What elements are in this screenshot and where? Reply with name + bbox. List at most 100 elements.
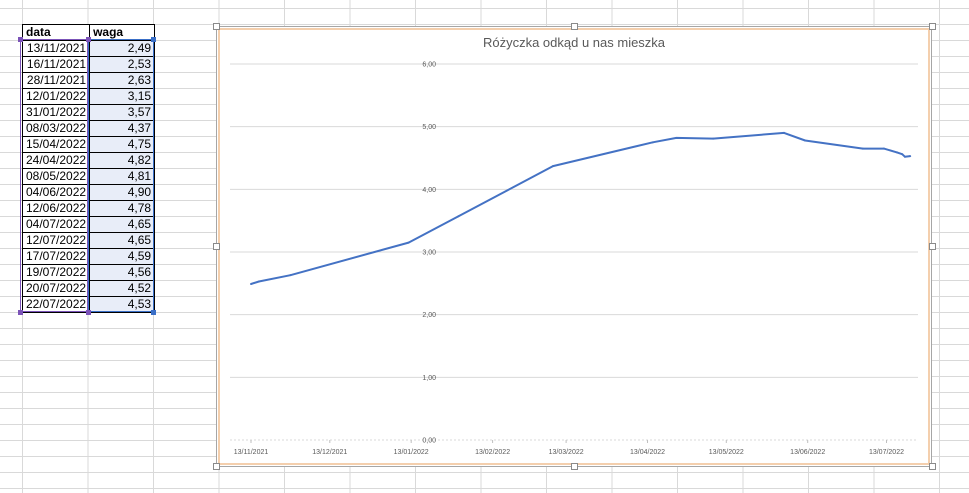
- series-line[interactable]: [250, 131, 911, 285]
- table-row: 04/06/2022 4,90: [21, 184, 156, 201]
- x-tick-label: 13/04/2022: [630, 449, 665, 456]
- x-tick-label: 13/07/2022: [869, 449, 904, 456]
- header-data[interactable]: data: [21, 24, 91, 41]
- date-cell[interactable]: 19/07/2022: [21, 264, 91, 281]
- date-cell[interactable]: 31/01/2022: [21, 104, 91, 121]
- y-tick-label: 4,00: [422, 187, 436, 194]
- weight-cell[interactable]: 4,37: [89, 120, 156, 137]
- data-point[interactable]: [250, 282, 253, 285]
- table-row: 12/01/2022 3,15: [21, 88, 156, 105]
- date-cell[interactable]: 04/06/2022: [21, 184, 91, 201]
- x-tick-label: 13/05/2022: [709, 449, 744, 456]
- data-point[interactable]: [289, 274, 292, 277]
- date-cell[interactable]: 20/07/2022: [21, 280, 91, 297]
- weight-cell[interactable]: 2,49: [89, 40, 156, 57]
- chart-resize-handle-bc[interactable]: [571, 463, 578, 470]
- date-cell[interactable]: 04/07/2022: [21, 216, 91, 233]
- x-tick-label: 13/12/2021: [312, 449, 347, 456]
- y-tick-label: 1,00: [422, 375, 436, 382]
- chart-resize-handle-bl[interactable]: [213, 463, 220, 470]
- y-tick-label: 0,00: [422, 438, 436, 445]
- data-point[interactable]: [651, 141, 654, 144]
- selection-handle[interactable]: [86, 310, 91, 315]
- x-tick-label: 13/03/2022: [549, 449, 584, 456]
- table-row: 04/07/2022 4,65: [21, 216, 156, 233]
- date-cell[interactable]: 22/07/2022: [21, 296, 91, 313]
- date-cell[interactable]: 15/04/2022: [21, 136, 91, 153]
- data-point[interactable]: [861, 147, 864, 150]
- chart-resize-handle-mr[interactable]: [929, 243, 936, 250]
- table-row: 19/07/2022 4,56: [21, 264, 156, 281]
- y-tick-label: 5,00: [422, 124, 436, 131]
- weight-cell[interactable]: 3,15: [89, 88, 156, 105]
- table-row: 17/07/2022 4,59: [21, 248, 156, 265]
- chart-resize-handle-ml[interactable]: [213, 243, 220, 250]
- table-row: 28/11/2021 2,63: [21, 72, 156, 89]
- date-cell[interactable]: 13/11/2021: [21, 40, 91, 57]
- data-point[interactable]: [783, 131, 786, 134]
- x-tick-label: 13/11/2021: [234, 449, 269, 456]
- y-tick-label: 3,00: [422, 250, 436, 257]
- table-row: 31/01/2022 3,57: [21, 104, 156, 121]
- chart-resize-handle-br[interactable]: [929, 463, 936, 470]
- y-tick-label: 2,00: [422, 312, 436, 319]
- selection-handle[interactable]: [18, 37, 23, 42]
- data-point[interactable]: [901, 153, 904, 156]
- date-cell[interactable]: 16/11/2021: [21, 56, 91, 73]
- data-point[interactable]: [407, 241, 410, 244]
- y-tick-label: 6,00: [422, 62, 436, 69]
- data-point[interactable]: [457, 215, 460, 218]
- data-point[interactable]: [903, 155, 906, 158]
- chart-title[interactable]: Różyczka odkąd u nas mieszka: [483, 35, 666, 50]
- chart-resize-handle-tl[interactable]: [213, 23, 220, 30]
- table-row: 12/07/2022 4,65: [21, 232, 156, 249]
- selection-handle[interactable]: [151, 310, 156, 315]
- data-point[interactable]: [909, 155, 912, 158]
- x-tick-label: 13/06/2022: [790, 449, 825, 456]
- date-cell[interactable]: 12/01/2022: [21, 88, 91, 105]
- data-point[interactable]: [257, 280, 260, 283]
- data-point[interactable]: [675, 136, 678, 139]
- weight-cell[interactable]: 4,65: [89, 216, 156, 233]
- header-waga[interactable]: waga: [89, 24, 156, 41]
- selection-handle[interactable]: [86, 37, 91, 42]
- chart-resize-handle-tr[interactable]: [929, 23, 936, 30]
- data-point[interactable]: [895, 151, 898, 154]
- line-chart[interactable]: Różyczka odkąd u nas mieszka 0,00 1,00 2,0…: [216, 26, 932, 467]
- weight-cell[interactable]: 4,82: [89, 152, 156, 169]
- weight-cell[interactable]: 2,53: [89, 56, 156, 73]
- selection-handle[interactable]: [151, 37, 156, 42]
- date-cell[interactable]: 12/06/2022: [21, 200, 91, 217]
- chart-resize-handle-tc[interactable]: [571, 23, 578, 30]
- weight-cell[interactable]: 4,81: [89, 168, 156, 185]
- data-point[interactable]: [712, 137, 715, 140]
- chart-area[interactable]: [216, 26, 932, 467]
- weight-cell[interactable]: 4,78: [89, 200, 156, 217]
- table-row: 13/11/2021 2,49: [21, 40, 156, 57]
- weight-cell[interactable]: 4,65: [89, 232, 156, 249]
- weight-cell[interactable]: 4,90: [89, 184, 156, 201]
- weight-cell[interactable]: 4,56: [89, 264, 156, 281]
- date-cell[interactable]: 12/07/2022: [21, 232, 91, 249]
- data-point[interactable]: [882, 147, 885, 150]
- weight-cell[interactable]: 4,53: [89, 296, 156, 313]
- table-row: 20/07/2022 4,52: [21, 280, 156, 297]
- table-row: 24/04/2022 4,82: [21, 152, 156, 169]
- data-point[interactable]: [804, 139, 807, 142]
- data-table: data waga 13/11/2021 2,49 16/11/2021 2,53 28…: [21, 24, 156, 313]
- date-cell[interactable]: 17/07/2022: [21, 248, 91, 265]
- table-row: 12/06/2022 4,78: [21, 200, 156, 217]
- x-tick-label: 13/02/2022: [475, 449, 510, 456]
- selection-handle[interactable]: [18, 310, 23, 315]
- weight-cell[interactable]: 4,52: [89, 280, 156, 297]
- date-cell[interactable]: 08/03/2022: [21, 120, 91, 137]
- date-cell[interactable]: 24/04/2022: [21, 152, 91, 169]
- x-tick-label: 13/01/2022: [394, 449, 429, 456]
- date-cell[interactable]: 08/05/2022: [21, 168, 91, 185]
- weight-cell[interactable]: 4,59: [89, 248, 156, 265]
- data-point[interactable]: [551, 165, 554, 168]
- weight-cell[interactable]: 2,63: [89, 72, 156, 89]
- weight-cell[interactable]: 3,57: [89, 104, 156, 121]
- weight-cell[interactable]: 4,75: [89, 136, 156, 153]
- date-cell[interactable]: 28/11/2021: [21, 72, 91, 89]
